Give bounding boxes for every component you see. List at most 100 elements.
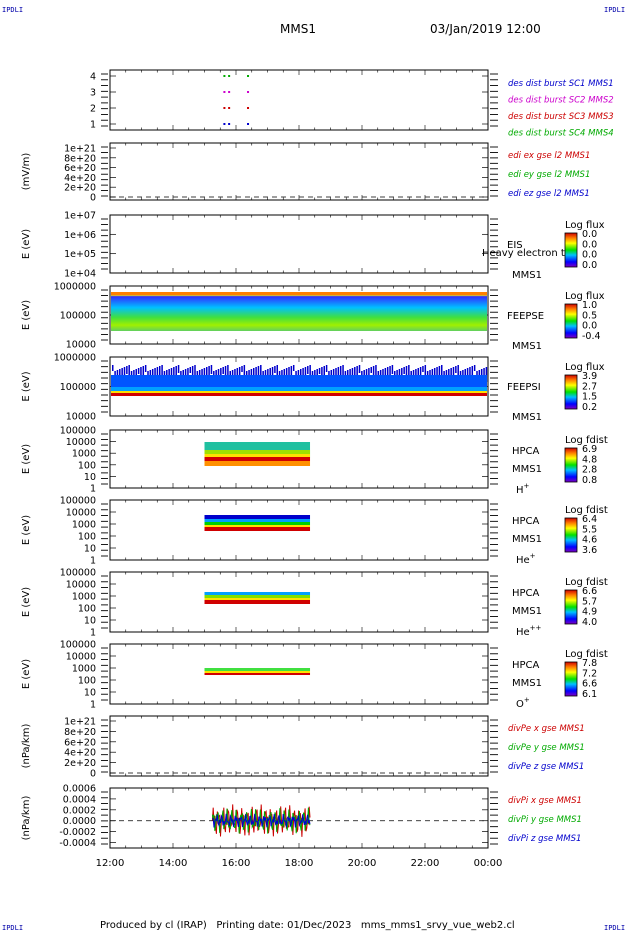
spectrogram-cell	[448, 369, 450, 375]
y-tick-label: 1e+06	[64, 230, 96, 241]
y-tick-label: 4e+20	[64, 748, 96, 759]
spectrogram-cell	[386, 367, 389, 379]
colorbar-tick-label: 6.4	[582, 514, 597, 525]
y-tick-label: 1	[90, 700, 96, 711]
spectrogram-cell	[351, 368, 354, 375]
spectrogram-cell	[398, 369, 401, 379]
y-axis-label: E (eV)	[21, 515, 32, 545]
legend-entry: divPe z gse MMS1	[508, 762, 584, 772]
colorbar-title: Log fdist	[565, 577, 608, 588]
spectrogram-cell	[431, 369, 434, 380]
species-charge: +	[524, 696, 530, 704]
spectrogram-cell	[455, 366, 457, 373]
availability-mark	[247, 107, 250, 109]
colorbar-tick-label: 6.6	[582, 586, 597, 597]
spectrogram-cell	[128, 365, 130, 377]
overlay-label: Heavy electron to	[482, 248, 571, 259]
y-tick-label: 10000	[66, 437, 96, 448]
legend-entry: des dist burst SC1 MMS1	[508, 79, 614, 89]
availability-mark	[247, 91, 250, 93]
y-tick-label: 1	[90, 556, 96, 567]
y-tick-label: 2	[90, 104, 96, 115]
spectrogram-cell	[344, 371, 347, 377]
spectrogram-cell	[163, 371, 166, 377]
spectrogram-cell	[335, 368, 337, 380]
spectrogram-cell	[302, 368, 304, 379]
y-tick-label: 0	[90, 193, 96, 204]
y-tick-label: 10000	[66, 580, 96, 591]
colorbar	[564, 661, 578, 697]
y-tick-label: 100	[78, 676, 96, 687]
spectrogram-cell	[271, 367, 274, 381]
spectrogram-cell	[417, 368, 419, 377]
spectrogram-cell	[403, 367, 405, 374]
spectrogram-band	[204, 461, 311, 466]
y-tick-label: 1000	[72, 449, 96, 460]
spectrogram-cell	[396, 370, 398, 376]
y-tick-label: 100	[78, 532, 96, 543]
colorbar-tick-label: 5.5	[582, 524, 597, 535]
spectrogram-cell	[480, 369, 483, 376]
spectrogram-cell	[191, 366, 194, 376]
y-tick-label: 100000	[60, 382, 96, 393]
spectrogram-cell	[227, 365, 229, 380]
spectrogram-cell	[238, 367, 241, 380]
species-charge: +	[524, 482, 530, 490]
panel-frame	[109, 69, 489, 131]
spectrogram-cell	[189, 367, 192, 373]
spectrogram-cell	[321, 367, 323, 377]
colorbar	[564, 517, 578, 553]
spectrogram-cell	[151, 369, 154, 377]
spectrogram-band	[204, 671, 311, 673]
spectrogram-cell	[368, 368, 370, 381]
colorbar-title: Log flux	[565, 220, 605, 231]
spectrogram-cell	[217, 369, 220, 379]
spectrogram-cell	[471, 366, 474, 379]
spectrogram-cell	[222, 367, 224, 374]
spacecraft-label: MMS1	[512, 606, 542, 617]
spectrogram-cell	[248, 370, 250, 377]
spectrogram-cell	[384, 368, 387, 376]
colorbar-tick-label: 0.0	[582, 239, 597, 250]
y-tick-label: 1000000	[54, 353, 96, 364]
colorbar-title: Log flux	[565, 362, 605, 373]
spectrogram-cell	[206, 367, 208, 379]
legend-entry: edi ex gse l2 MMS1	[508, 151, 590, 161]
y-tick-label: 100000	[60, 640, 96, 651]
y-tick-label: 10000	[66, 652, 96, 663]
legend-entry: divPe x gse MMS1	[508, 724, 585, 734]
spectrogram-cell	[485, 367, 488, 382]
footer: Produced by cl (IRAP) Printing date: 01/…	[100, 920, 515, 931]
y-tick-label: 1	[90, 120, 96, 131]
y-tick-label: 1e+05	[64, 249, 96, 260]
legend-entry: des dist burst SC4 MMS4	[508, 129, 614, 139]
spectrogram-fill	[111, 292, 487, 331]
panel-frame	[109, 142, 489, 201]
spectrogram-cell	[332, 369, 335, 377]
availability-mark	[247, 75, 250, 77]
legend-entry: divPe y gse MMS1	[508, 743, 585, 753]
spectrogram-cell	[419, 367, 422, 380]
spacecraft-title: MMS1	[280, 22, 316, 36]
spectrogram-cell	[269, 368, 271, 378]
spectrogram-cell	[292, 365, 295, 371]
y-axis-label: E (eV)	[21, 229, 32, 259]
corner-label-bottom-right: IPDLI	[604, 924, 626, 932]
spectrogram-band	[204, 519, 311, 522]
spectrogram-cell	[436, 367, 438, 375]
spectrogram-cell	[255, 367, 257, 375]
spectrogram-cell	[250, 369, 253, 380]
spectrogram-band	[204, 673, 311, 675]
spectrogram-cell	[389, 366, 391, 382]
instrument-label: HPCA	[512, 660, 540, 671]
y-tick-label: 100000	[60, 568, 96, 579]
spectrogram-cell	[257, 366, 260, 378]
hpca-spectrogram	[204, 592, 311, 604]
hpca-spectrogram	[204, 515, 311, 531]
spectrogram-cell	[260, 365, 262, 381]
spectrogram-cell	[290, 366, 293, 379]
